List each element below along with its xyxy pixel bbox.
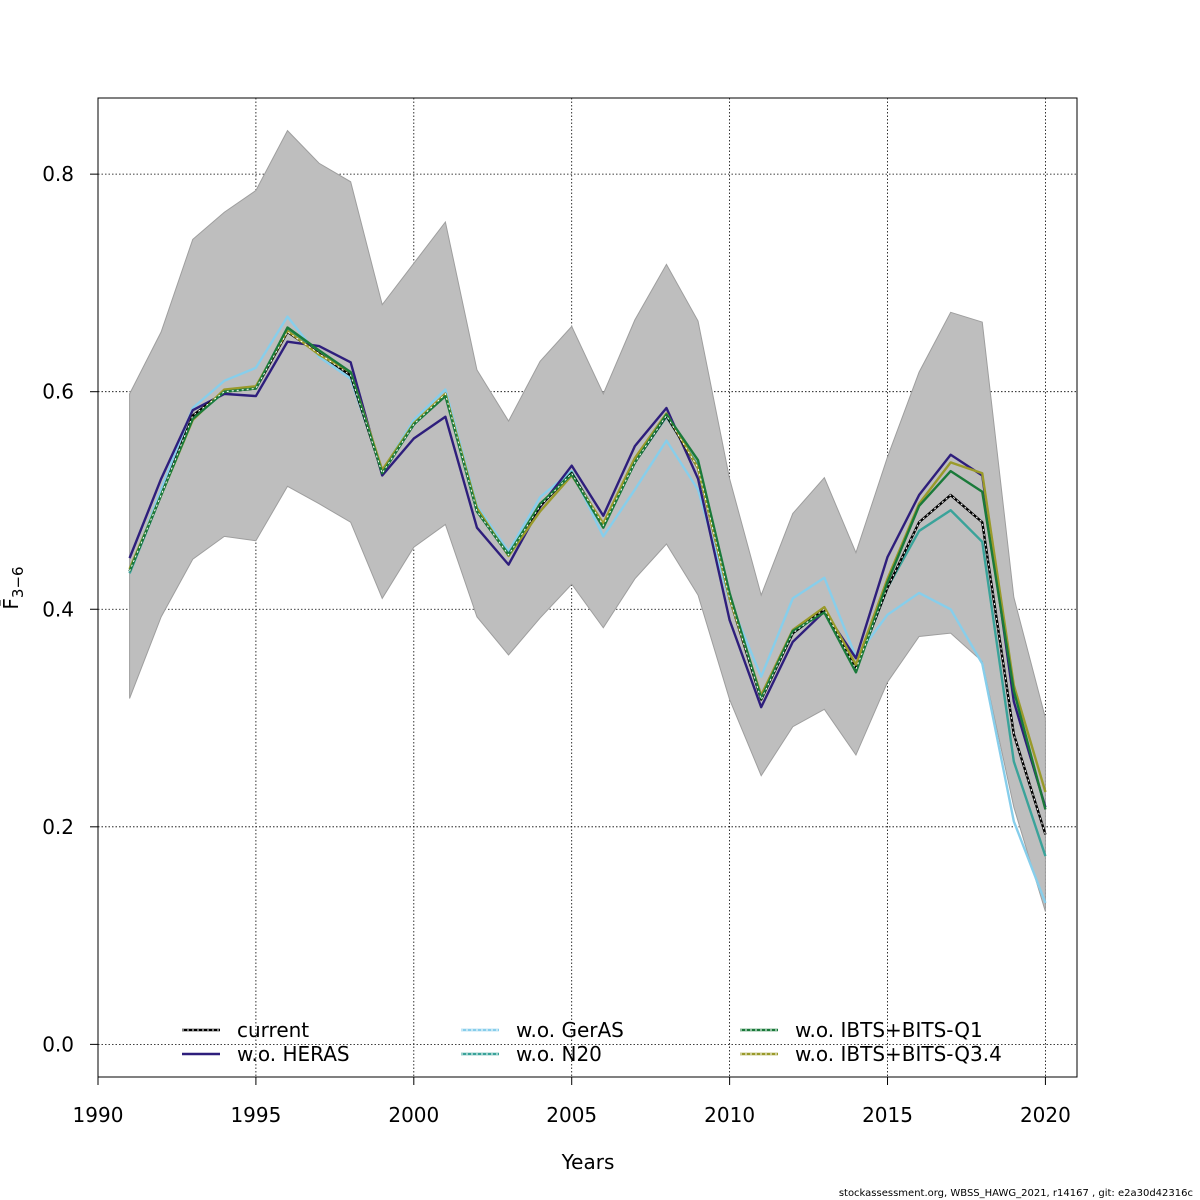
series-line-w-o-ibts-bits-q1 [128, 326, 1047, 810]
x-tick-label: 1990 [73, 1103, 124, 1127]
x-tick-label: 2015 [862, 1103, 913, 1127]
y-axis-title: F̄3−6 [0, 566, 27, 609]
credit-text: stockassessment.org, WBSS_HAWG_2021, r14… [839, 1188, 1193, 1199]
y-axis: 0.0 0.2 0.4 0.6 0.8 [42, 162, 99, 1056]
legend-label: w.o. IBTS+BITS-Q1 [795, 1018, 983, 1042]
series-lines [128, 315, 1047, 904]
x-tick-label: 2020 [1020, 1103, 1071, 1127]
x-tick-label: 2000 [388, 1103, 439, 1127]
series-line-w-o-geras [128, 315, 1047, 904]
y-tick-label: 0.6 [42, 380, 74, 404]
legend-label: w.o. GerAS [516, 1018, 624, 1042]
x-tick-label: 2010 [704, 1103, 755, 1127]
y-axis-title-subscript: 3−6 [9, 566, 27, 598]
legend-label: w.o. N20 [516, 1042, 602, 1066]
confidence-band-layer [129, 129, 1046, 912]
y-tick-label: 0.4 [42, 597, 74, 621]
x-axis: 1990 1995 2000 2005 2010 2015 2020 [73, 1076, 1071, 1127]
y-tick-label: 0.8 [42, 162, 74, 186]
x-axis-title: Years [561, 1150, 615, 1174]
x-tick-label: 2005 [546, 1103, 597, 1127]
legend-label: w.o. IBTS+BITS-Q3.4 [795, 1042, 1002, 1066]
y-tick-label: 0.2 [42, 815, 74, 839]
y-axis-title-main: F̄ [0, 598, 23, 610]
legend-label: current [237, 1018, 309, 1042]
legend-label: w.o. HERAS [237, 1042, 350, 1066]
series-line-w-o-heras [128, 340, 1047, 808]
y-tick-label: 0.0 [42, 1032, 74, 1056]
x-tick-label: 1995 [230, 1103, 281, 1127]
series-line-current-dash [129, 331, 1046, 835]
y-axis-title-group: F̄3−6 [0, 566, 27, 609]
confidence-band [129, 129, 1046, 912]
